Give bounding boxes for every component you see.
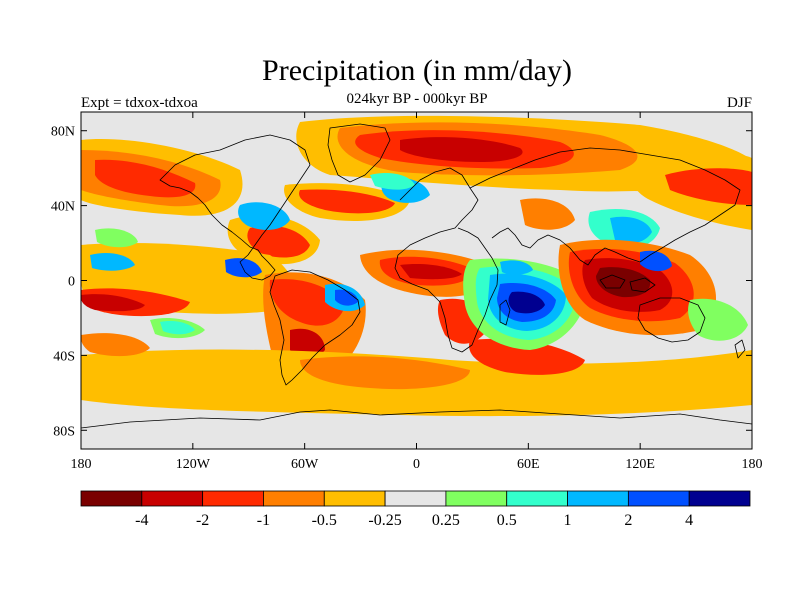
anomaly-patch: [500, 260, 533, 275]
map-panel: 180 120W 60W 0 60E 120E 180 80N 40N 0 40S 80S: [51, 111, 763, 472]
latitude-axis: 80N 40N 0 40S 80S: [51, 125, 752, 439]
anomaly-patch: [290, 328, 325, 359]
coastline-outlines: [80, 123, 753, 429]
colorbar-label: -0.5: [312, 512, 337, 529]
colorbar-label: 0.5: [497, 512, 517, 529]
colorbar-swatch: [263, 490, 325, 507]
colorbar-swatch: [384, 490, 447, 507]
anomaly-patch: [610, 216, 652, 244]
anomaly-patch: [370, 173, 415, 190]
colorbar-swatches: [80, 490, 751, 507]
coastline-asia: [469, 147, 741, 266]
precipitation-anomaly-field: [81, 115, 752, 417]
x-tick-label: 60E: [517, 457, 540, 472]
colorbar-swatch: [506, 490, 568, 507]
colorbar-swatch: [627, 490, 690, 507]
colorbar-labels: -4 -2 -1 -0.5 -0.25 0.25 0.5 1 2 4: [135, 512, 693, 529]
anomaly-patch: [90, 253, 135, 271]
coastline-madagascar: [499, 299, 511, 326]
colorbar-swatch: [141, 490, 204, 507]
anomaly-patch: [95, 159, 196, 198]
colorbar-label: -1: [257, 512, 270, 529]
coastline-maritime-continent: [599, 274, 656, 293]
y-tick-label: 0: [68, 275, 75, 290]
coastline-greenland: [327, 123, 391, 183]
colorbar-swatch: [567, 490, 629, 507]
colorbar-label: -4: [135, 512, 148, 529]
y-tick-label: 80N: [51, 125, 75, 140]
x-tick-label: 180: [742, 457, 763, 472]
x-tick-label: 120E: [625, 457, 655, 472]
longitude-axis: 180 120W 60W 0 60E 120E 180: [71, 112, 763, 472]
colorbar-label: -2: [196, 512, 209, 529]
anomaly-patch: [400, 137, 523, 162]
coastline-australia: [637, 297, 706, 343]
coastline-new-zealand: [734, 339, 746, 359]
anomaly-patch: [225, 258, 262, 278]
anomaly-patch: [238, 202, 290, 230]
x-tick-label: 0: [413, 457, 420, 472]
anomaly-patch: [520, 198, 575, 230]
anomaly-patch: [596, 267, 651, 298]
coastline-europe-africa: [394, 167, 499, 353]
colorbar-label: 0.25: [432, 512, 460, 529]
anomaly-patch: [335, 289, 358, 306]
colorbar-swatch: [202, 490, 264, 507]
x-tick-label: 180: [71, 457, 92, 472]
y-tick-label: 40N: [51, 200, 75, 215]
y-tick-label: 40S: [53, 349, 75, 364]
colorbar-swatch: [323, 490, 386, 507]
colorbar-label: 1: [564, 512, 572, 529]
colorbar: -4 -2 -1 -0.5 -0.25 0.25 0.5 1 2 4: [80, 490, 751, 529]
anomaly-patch: [640, 250, 672, 272]
anomaly-patch: [81, 333, 150, 357]
y-tick-label: 80S: [53, 424, 75, 439]
colorbar-swatch: [688, 490, 751, 507]
colorbar-label: 4: [685, 512, 693, 529]
coastline-north-america: [159, 134, 311, 281]
colorbar-label: 2: [624, 512, 632, 529]
experiment-label: Expt = tdxox-tdxoa: [81, 95, 198, 111]
anomaly-patch: [160, 320, 195, 335]
x-tick-label: 60W: [291, 457, 319, 472]
anomaly-patch: [688, 298, 748, 341]
coastline-south-america: [269, 269, 361, 386]
anomaly-patch: [95, 228, 138, 248]
anomaly-patch: [665, 168, 752, 205]
x-tick-label: 120W: [176, 457, 211, 472]
anomaly-patch: [469, 338, 585, 375]
figure-subtitle: 024kyr BP - 000kyr BP: [346, 91, 487, 107]
colorbar-swatch: [445, 490, 508, 507]
colorbar-label: -0.25: [368, 512, 401, 529]
anomaly-patch: [400, 264, 462, 280]
anomaly-patch: [299, 189, 395, 214]
coastline-antarctica: [80, 409, 753, 429]
anomaly-patch: [81, 294, 145, 312]
figure-title: Precipitation (in mm/day): [262, 54, 572, 87]
anomaly-patch: [300, 356, 470, 390]
colorbar-swatch: [80, 490, 143, 507]
season-label: DJF: [727, 95, 752, 111]
anomaly-patch: [508, 291, 545, 314]
